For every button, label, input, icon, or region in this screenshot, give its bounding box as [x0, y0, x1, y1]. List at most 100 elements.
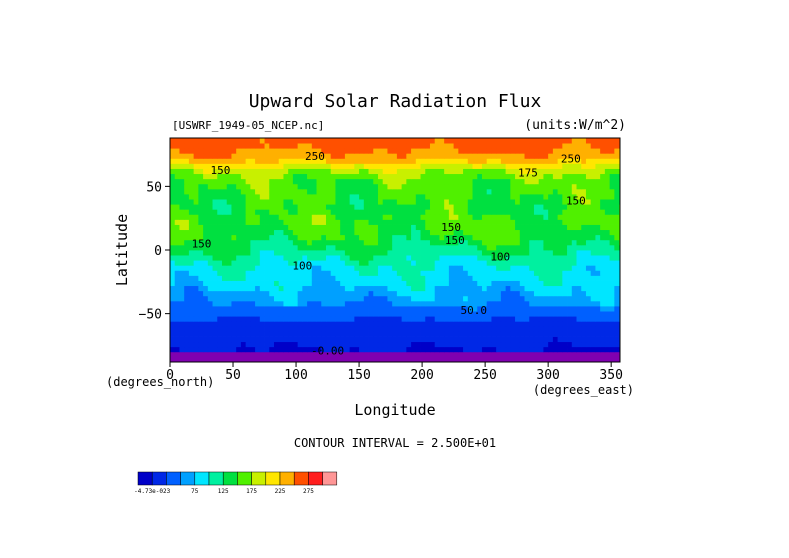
heatmap-cell: [264, 199, 270, 205]
heatmap-cell: [590, 260, 596, 266]
heatmap-cell: [585, 300, 592, 307]
heatmap-cell: [425, 178, 431, 185]
heatmap-cell: [292, 311, 299, 317]
heatmap-cell: [170, 270, 176, 276]
heatmap-cell: [217, 138, 223, 144]
heatmap-cell: [472, 158, 478, 164]
heatmap-cell: [321, 306, 327, 312]
heatmap-cell: [288, 143, 294, 149]
heatmap-cell: [415, 346, 421, 353]
heatmap-cell: [245, 341, 251, 348]
heatmap-cell: [198, 199, 204, 205]
heatmap-cell: [240, 255, 247, 261]
heatmap-cell: [377, 239, 384, 246]
heatmap-cell: [515, 295, 521, 302]
heatmap-cell: [429, 321, 436, 327]
heatmap-cell: [321, 244, 327, 251]
heatmap-cell: [510, 341, 516, 348]
heatmap-cell: [486, 199, 492, 205]
heatmap-cell: [590, 265, 596, 271]
heatmap-cell: [340, 316, 346, 322]
heatmap-cell: [533, 331, 540, 337]
heatmap-cell: [302, 204, 308, 210]
heatmap-cell: [533, 321, 540, 327]
heatmap-cell: [198, 275, 204, 281]
heatmap-cell: [548, 204, 554, 210]
heatmap-cell: [425, 168, 431, 175]
heatmap-cell: [373, 158, 379, 164]
heatmap-cell: [486, 336, 492, 343]
heatmap-cell: [505, 341, 511, 348]
heatmap-cell: [401, 250, 407, 256]
heatmap-cell: [491, 199, 497, 205]
heatmap-cell: [406, 229, 412, 236]
heatmap-cell: [458, 331, 464, 337]
heatmap-cell: [207, 311, 213, 317]
heatmap-cell: [392, 346, 398, 353]
heatmap-cell: [604, 295, 610, 302]
heatmap-cell: [552, 285, 559, 292]
heatmap-cell: [170, 168, 176, 175]
colorbar: -4.73e-023 75 125 175 225 275: [134, 471, 338, 495]
heatmap-cell: [552, 138, 559, 144]
heatmap-cell: [363, 183, 369, 190]
heatmap-cell: [250, 255, 256, 261]
heatmap-cell: [425, 194, 431, 200]
heatmap-cell: [198, 255, 204, 261]
heatmap-cell: [325, 321, 332, 327]
heatmap-cell: [255, 239, 261, 246]
heatmap-cell: [283, 214, 289, 220]
heatmap-cell: [444, 234, 450, 241]
heatmap-cell: [505, 148, 511, 154]
heatmap-cell: [273, 295, 280, 302]
heatmap-cell: [604, 183, 610, 190]
heatmap-cell: [198, 316, 204, 322]
heatmap-cell: [581, 163, 587, 169]
heatmap-cell: [255, 138, 261, 144]
heatmap-cell: [458, 138, 464, 144]
heatmap-cell: [373, 168, 379, 175]
heatmap-cell: [519, 300, 525, 307]
heatmap-cell: [401, 194, 407, 200]
heatmap-cell: [344, 199, 351, 205]
heatmap-cell: [548, 148, 554, 154]
heatmap-cell: [255, 306, 261, 312]
heatmap-cell: [401, 306, 407, 312]
heatmap-cell: [510, 295, 516, 302]
heatmap-cell: [325, 290, 332, 297]
heatmap-cell: [316, 158, 322, 164]
heatmap-cell: [231, 331, 237, 337]
heatmap-cell: [472, 300, 478, 307]
heatmap-cell: [524, 275, 530, 281]
heatmap-cell: [198, 341, 204, 348]
heatmap-cell: [387, 199, 393, 205]
heatmap-cell: [297, 341, 303, 348]
heatmap-cell: [571, 306, 577, 312]
heatmap-cell: [448, 321, 455, 327]
heatmap-cell: [382, 326, 388, 332]
heatmap-cell: [330, 346, 336, 353]
heatmap-cell: [557, 331, 563, 337]
heatmap-cell: [382, 138, 388, 144]
heatmap-cell: [420, 356, 426, 363]
heatmap-cell: [510, 188, 516, 195]
heatmap-cell: [259, 239, 265, 246]
heatmap-cell: [340, 265, 346, 271]
heatmap-cell: [297, 194, 303, 200]
heatmap-cell: [250, 138, 256, 144]
heatmap-cell: [349, 331, 355, 337]
heatmap-cell: [524, 285, 530, 292]
heatmap-cell: [203, 260, 209, 266]
heatmap-cell: [240, 224, 247, 231]
heatmap-cell: [529, 250, 535, 256]
heatmap-cell: [614, 219, 620, 225]
heatmap-cell: [453, 229, 459, 236]
heatmap-cell: [188, 290, 195, 297]
heatmap-cell: [448, 326, 455, 332]
heatmap-cell: [491, 229, 497, 236]
heatmap-cell: [581, 311, 587, 317]
heatmap-cell: [543, 178, 549, 185]
heatmap-cell: [595, 356, 601, 363]
heatmap-cell: [515, 356, 521, 363]
heatmap-cell: [538, 290, 544, 297]
